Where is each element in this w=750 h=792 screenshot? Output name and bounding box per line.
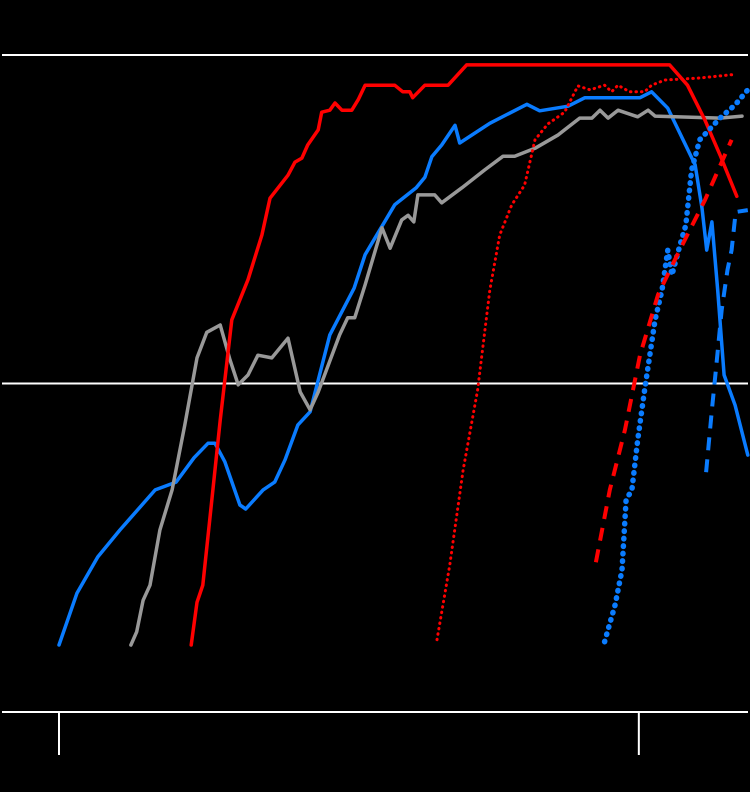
line-series bbox=[435, 73, 734, 642]
line-series bbox=[601, 87, 750, 645]
line-series bbox=[129, 108, 744, 647]
line-series bbox=[189, 63, 739, 647]
line-series bbox=[57, 90, 750, 647]
line-series bbox=[704, 208, 749, 473]
line-series bbox=[593, 138, 734, 563]
